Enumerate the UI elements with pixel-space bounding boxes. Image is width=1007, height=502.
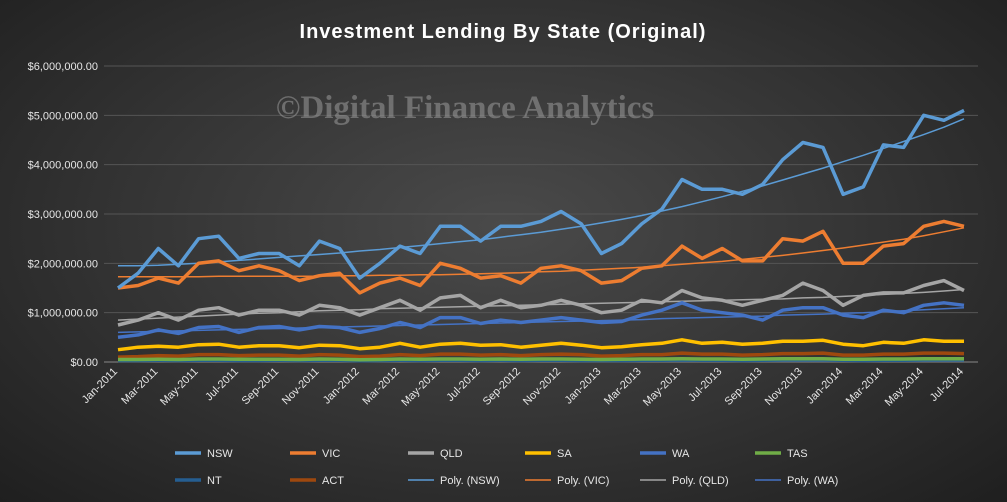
x-tick-label: Nov-2012 xyxy=(521,366,563,408)
legend-label: Poly. (NSW) xyxy=(440,475,500,487)
x-tick-label: Jan-2013 xyxy=(563,366,604,407)
x-tick-label: Jul-2011 xyxy=(203,366,241,404)
legend-label: WA xyxy=(672,448,690,460)
series-line-wa xyxy=(117,301,965,340)
x-tick-label: May-2014 xyxy=(883,366,926,409)
x-tick-label: Jul-2014 xyxy=(928,366,966,404)
y-tick-label: $6,000,000.00 xyxy=(28,61,98,73)
x-tick-label: Jan-2014 xyxy=(804,366,845,407)
y-tick-label: $3,000,000.00 xyxy=(28,209,98,221)
y-axis-ticks: $0.00 $1,000,000.00 $2,000,000.00 $3,000,00… xyxy=(28,61,98,369)
series-line-qld xyxy=(117,278,965,327)
legend-label: Poly. (QLD) xyxy=(672,475,729,487)
legend-label: NSW xyxy=(207,448,233,460)
series-line-act xyxy=(117,351,965,359)
trendline-polynsw xyxy=(118,118,965,267)
y-tick-label: $1,000,000.00 xyxy=(28,308,98,320)
legend-label: QLD xyxy=(440,448,463,460)
x-tick-label: Nov-2013 xyxy=(763,366,805,408)
x-tick-label: Sep-2013 xyxy=(722,366,764,408)
x-tick-label: Jan-2012 xyxy=(321,366,362,407)
legend-label: NT xyxy=(207,475,222,487)
x-tick-label: Mar-2011 xyxy=(119,366,160,407)
legend-label: VIC xyxy=(322,448,340,460)
x-tick-label: Jul-2012 xyxy=(444,366,482,404)
series-line-vic xyxy=(117,219,965,295)
chart-title: Investment Lending By State (Original) xyxy=(300,21,707,43)
y-tick-label: $2,000,000.00 xyxy=(28,258,98,270)
x-tick-label: Jul-2013 xyxy=(686,366,724,404)
legend-label: Poly. (VIC) xyxy=(557,475,609,487)
x-tick-label: May-2011 xyxy=(158,366,201,409)
x-tick-label: Nov-2011 xyxy=(280,366,322,408)
x-tick-label: Sep-2011 xyxy=(240,366,282,408)
x-tick-label: Mar-2012 xyxy=(360,366,402,408)
legend: NSW VIC QLD SA WA TAS NT ACT Poly. (NSW) Poly. (V… xyxy=(175,448,838,487)
watermark-text: ©Digital Finance Analytics xyxy=(276,90,655,126)
y-tick-label: $5,000,000.00 xyxy=(28,110,98,122)
legend-label: TAS xyxy=(787,448,808,460)
y-tick-label: $4,000,000.00 xyxy=(28,160,98,172)
series-line-tas xyxy=(118,357,964,362)
x-tick-label: May-2013 xyxy=(641,366,684,409)
series-line-sa xyxy=(117,338,964,352)
legend-label: Poly. (WA) xyxy=(787,475,838,487)
x-tick-label: Mar-2013 xyxy=(602,366,644,408)
y-tick-label: $0.00 xyxy=(70,357,98,369)
x-tick-label: May-2012 xyxy=(399,366,442,409)
x-tick-label: Sep-2012 xyxy=(481,366,523,408)
series-line-nsw xyxy=(116,108,965,290)
x-tick-label: Mar-2014 xyxy=(844,366,886,408)
legend-label: ACT xyxy=(322,475,344,487)
legend-label: SA xyxy=(557,448,572,460)
trendline-polyvic xyxy=(118,227,965,278)
series-lines xyxy=(116,108,965,363)
x-tick-label: Jan-2011 xyxy=(80,366,120,406)
